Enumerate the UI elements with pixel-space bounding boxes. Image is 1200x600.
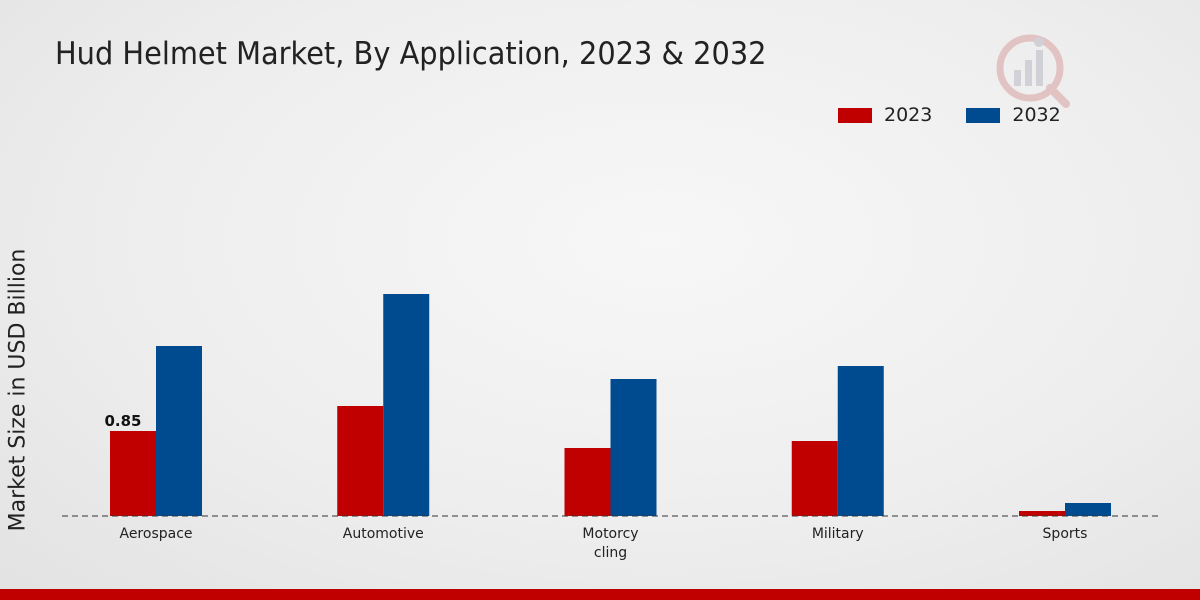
- x-tick-label-automotive: Automotive: [343, 526, 424, 542]
- bar-automotive-2032: [383, 294, 430, 516]
- bottom-accent-bar: [0, 589, 1200, 600]
- x-tick-label-sports: Sports: [1043, 526, 1088, 542]
- bars-layer: [110, 294, 1111, 516]
- data-label-aerospace-2023: 0.85: [104, 412, 141, 430]
- bar-aerospace-2023: [110, 431, 156, 516]
- legend-item-2023: 2023: [838, 104, 932, 126]
- legend-label-2023: 2023: [884, 104, 933, 126]
- legend-item-2032: 2032: [966, 104, 1061, 126]
- x-tick-label-motorcycling: Motorcy cling: [582, 526, 638, 561]
- bar-sports-2023: [1019, 511, 1065, 516]
- bar-aerospace-2032: [156, 346, 202, 516]
- legend: 2023 2032: [838, 104, 1095, 126]
- x-tick-label-military: Military: [812, 526, 864, 542]
- labels-layer: Aerospace Automotive Motorcy cling Military S…: [104, 412, 1087, 561]
- bar-military-2023: [791, 441, 838, 516]
- legend-label-2032: 2032: [1012, 104, 1061, 126]
- legend-swatch-2032: [966, 107, 1001, 123]
- bar-sports-2032: [1065, 503, 1111, 516]
- bar-military-2032: [837, 366, 884, 516]
- chart-title: Hud Helmet Market, By Application, 2023 …: [55, 36, 767, 72]
- x-tick-label-aerospace: Aerospace: [119, 526, 192, 542]
- bar-motorcycling-2032: [610, 379, 657, 516]
- bar-automotive-2023: [337, 406, 384, 516]
- bar-motorcycling-2023: [564, 448, 611, 516]
- watermark-logo-icon: [996, 34, 1070, 108]
- legend-swatch-2023: [838, 107, 872, 123]
